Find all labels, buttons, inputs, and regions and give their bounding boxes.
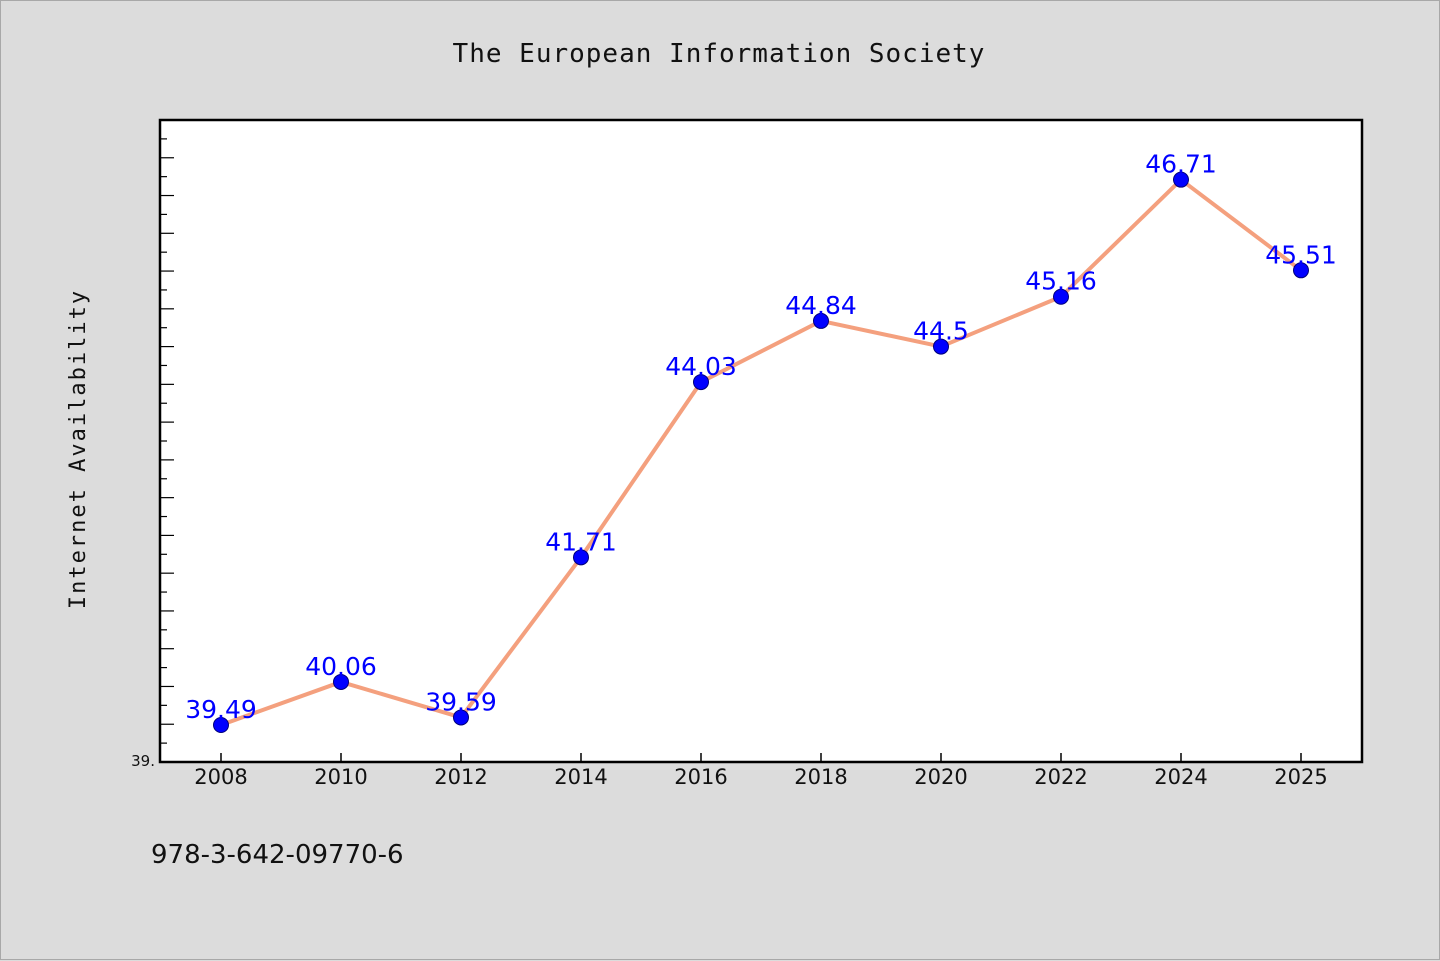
- x-axis-tick-labels: 2008 2010 2012 2014 2016 2018 2020 2022 2024 2025: [194, 765, 1327, 789]
- data-markers: [213, 171, 1309, 733]
- isbn-footnote: 978-3-642-09770-6: [151, 840, 404, 870]
- y-axis-label: Internet Availability: [66, 289, 91, 609]
- data-point: [813, 312, 829, 329]
- x-tick-label: 2020: [914, 765, 967, 789]
- x-tick-label: 2014: [554, 765, 607, 789]
- data-labels: 39.49 40.06 39.59 41.71 44.03 44.84 44.5 45.16 4…: [185, 150, 1337, 724]
- x-tick-label: 2010: [314, 765, 367, 789]
- plot-area: [158, 118, 1364, 764]
- data-point: [1293, 262, 1309, 279]
- x-tick-label: 2016: [674, 765, 727, 789]
- chart-title: The European Information Society: [453, 39, 986, 69]
- data-label: 45.16: [1025, 267, 1097, 296]
- data-point: [573, 549, 589, 566]
- data-point: [933, 338, 949, 355]
- series-line: [219, 177, 1303, 727]
- data-label: 40.06: [305, 652, 377, 681]
- y-axis-ticks: [160, 138, 174, 744]
- data-label: 44.03: [665, 352, 737, 381]
- data-point: [333, 673, 349, 690]
- data-label: 39.59: [425, 687, 497, 716]
- data-point: [1053, 288, 1069, 305]
- data-point: [453, 709, 469, 726]
- data-point: [213, 716, 229, 733]
- x-tick-label: 2018: [794, 765, 847, 789]
- data-label: 44.5: [913, 317, 969, 346]
- data-label: 44.84: [785, 291, 857, 320]
- data-label: 46.71: [1145, 150, 1217, 179]
- x-tick-label: 2012: [434, 765, 487, 789]
- data-label: 45.51: [1265, 240, 1337, 269]
- y-axis-min-tick-label: 39.: [131, 752, 155, 770]
- data-point: [693, 374, 709, 391]
- data-label: 39.49: [185, 695, 257, 724]
- x-axis-ticks: [220, 753, 1302, 762]
- data-point: [1173, 171, 1189, 188]
- data-label: 41.71: [545, 527, 617, 556]
- x-tick-label: 2022: [1034, 765, 1087, 789]
- x-tick-label: 2024: [1154, 765, 1207, 789]
- x-tick-label: 2008: [194, 765, 247, 789]
- x-tick-label: 2025: [1274, 765, 1327, 789]
